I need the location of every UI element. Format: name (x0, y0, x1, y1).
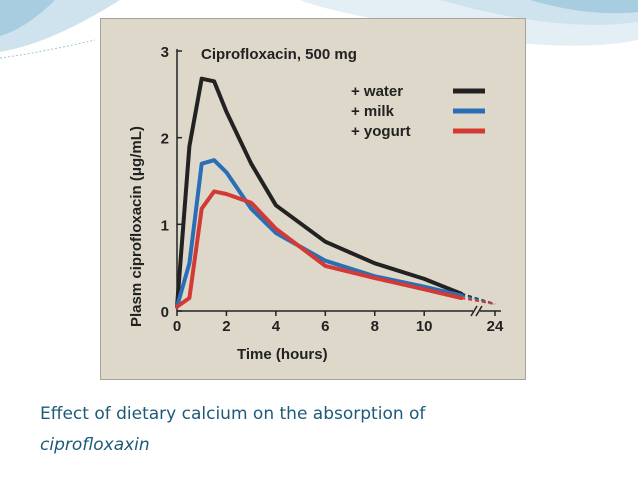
wave-dotted-line (0, 39, 96, 59)
x-tick-label: 4 (272, 318, 281, 335)
x-axis-break-mark (470, 305, 478, 317)
x-axis-label: Time (hours) (237, 346, 328, 363)
wave-top-right-mid (530, 0, 638, 14)
legend-label-water: + water (351, 83, 403, 100)
series-24h-segment-yogurt (461, 297, 496, 306)
chart-legend: + water + milk + yogurt (351, 83, 485, 140)
chart-figure-panel: 0 1 2 3 0 2 4 6 8 10 24 Ciprofloxacin, 500 mg Time… (100, 18, 526, 380)
y-tick-label: 3 (161, 44, 169, 61)
slide-caption-line-1: Effect of dietary calcium on the absorpt… (40, 404, 426, 424)
series-line-water (175, 76, 464, 309)
series-line-milk (175, 158, 464, 309)
wave-top-left-mid (0, 0, 55, 36)
legend-label-milk: + milk (351, 103, 395, 120)
x-axis-break-mark (475, 305, 483, 317)
x-tick-label: 2 (222, 318, 230, 335)
slide-caption-line-2: ciprofloxaxin (40, 435, 150, 455)
y-tick-label: 0 (161, 304, 169, 321)
chart-title: Ciprofloxacin, 500 mg (201, 46, 357, 63)
x-tick-label: 8 (371, 318, 379, 335)
x-tick-label-24h: 24 (487, 318, 504, 335)
x-tick-label: 6 (321, 318, 329, 335)
y-tick-label: 1 (161, 217, 169, 234)
y-tick-label: 2 (161, 131, 169, 148)
chart-series (175, 76, 496, 309)
y-axis-label: Plasm ciprofloxacin (μg/mL) (128, 126, 145, 327)
series-line-yogurt (175, 189, 464, 309)
legend-label-yogurt: + yogurt (351, 123, 411, 140)
x-tick-label: 10 (416, 318, 433, 335)
x-tick-label: 0 (173, 318, 181, 335)
